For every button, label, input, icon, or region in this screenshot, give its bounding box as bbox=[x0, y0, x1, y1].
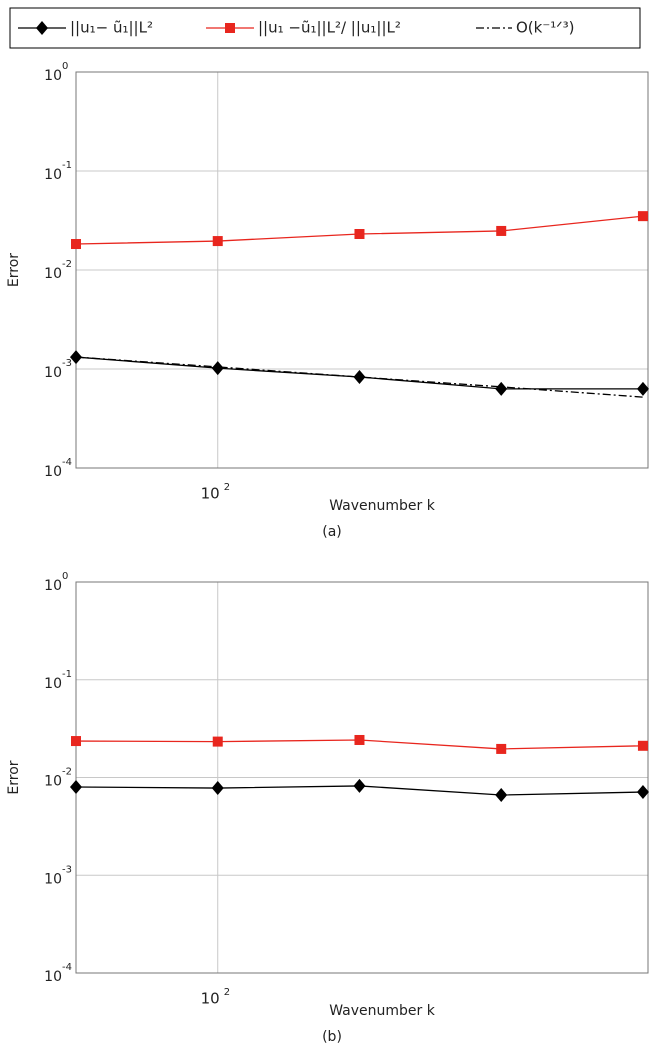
y-tick-exponent: 0 bbox=[62, 571, 68, 582]
caption: (b) bbox=[322, 1029, 342, 1045]
marker bbox=[212, 236, 223, 247]
y-tick-label: 10 bbox=[44, 578, 62, 594]
marker bbox=[636, 381, 649, 396]
x-tick-exponent: 2 bbox=[224, 987, 230, 998]
y-tick-label: 10 bbox=[44, 871, 62, 887]
x-tick-label: 10 bbox=[201, 990, 220, 1008]
marker bbox=[70, 779, 82, 794]
marker bbox=[495, 381, 508, 396]
marker bbox=[637, 211, 648, 222]
y-tick-exponent: -1 bbox=[62, 160, 72, 171]
y-tick-exponent: 0 bbox=[62, 61, 68, 72]
y-tick-exponent: -3 bbox=[62, 864, 72, 875]
y-tick-label: 10 bbox=[44, 676, 62, 692]
series-line bbox=[75, 356, 643, 398]
marker bbox=[211, 781, 224, 796]
caption: (a) bbox=[322, 524, 342, 540]
marker bbox=[496, 743, 507, 754]
plot-frame bbox=[75, 581, 649, 974]
marker bbox=[636, 785, 649, 800]
legend-marker bbox=[225, 23, 235, 33]
y-axis-label: Error bbox=[6, 253, 22, 287]
legend-label: O(k⁻¹ᐟ³) bbox=[516, 19, 575, 37]
marker bbox=[71, 239, 81, 250]
y-tick-exponent: -2 bbox=[62, 259, 72, 270]
legend-label: ||u₁ −ũ₁||L²/ ||u₁||L² bbox=[258, 19, 401, 37]
marker bbox=[637, 740, 648, 751]
y-tick-label: 10 bbox=[44, 464, 62, 480]
marker bbox=[212, 736, 223, 747]
y-tick-exponent: -3 bbox=[62, 358, 72, 369]
marker bbox=[353, 778, 366, 793]
y-tick-label: 10 bbox=[44, 774, 62, 790]
y-tick-label: 10 bbox=[44, 365, 62, 381]
legend-box bbox=[9, 7, 641, 49]
marker bbox=[496, 225, 507, 236]
y-tick-label: 10 bbox=[44, 969, 62, 985]
marker bbox=[354, 229, 365, 240]
y-tick-label: 10 bbox=[44, 266, 62, 282]
y-tick-label: 10 bbox=[44, 68, 62, 84]
y-tick-exponent: -1 bbox=[62, 669, 72, 680]
y-tick-label: 10 bbox=[44, 167, 62, 183]
legend-label: ||u₁− ũ₁||L² bbox=[70, 19, 153, 37]
y-tick-exponent: -4 bbox=[62, 457, 72, 468]
y-axis-label: Error bbox=[6, 760, 22, 794]
marker bbox=[211, 361, 224, 376]
x-axis-label: Wavenumber k bbox=[329, 498, 436, 514]
y-tick-exponent: -2 bbox=[62, 767, 72, 778]
x-axis-label: Wavenumber k bbox=[329, 1003, 436, 1019]
x-tick-label: 10 bbox=[201, 485, 220, 503]
x-tick-exponent: 2 bbox=[224, 482, 230, 493]
legend-marker bbox=[36, 21, 48, 35]
plot-frame bbox=[75, 71, 649, 469]
y-tick-exponent: -4 bbox=[62, 962, 72, 973]
marker bbox=[71, 736, 81, 747]
marker bbox=[354, 734, 365, 745]
marker bbox=[495, 788, 508, 803]
